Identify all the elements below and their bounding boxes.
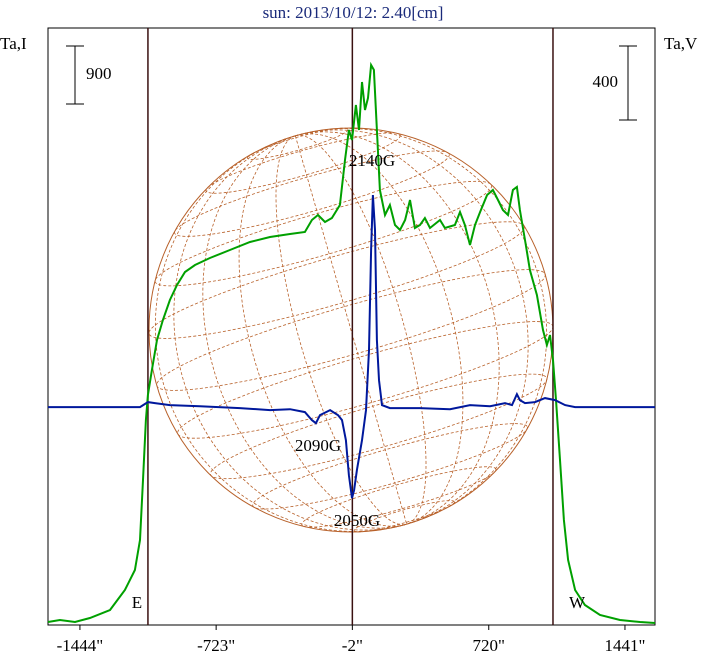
meridian-line: [295, 128, 548, 525]
data-line: [47, 61, 656, 624]
annotation: 2050G: [334, 511, 380, 530]
annotation: E: [132, 593, 142, 612]
meridian-line: [154, 135, 407, 532]
y-axis-label: Ta,I: [0, 34, 27, 53]
annotation: 2090G: [295, 436, 341, 455]
sun-disk: [148, 127, 554, 533]
x-tick-label: 1441": [604, 636, 645, 655]
latitude-line: [301, 466, 497, 528]
y2-axis-label: Ta,V: [664, 34, 698, 53]
plot-frame: [47, 27, 656, 626]
meridian-line: [275, 135, 407, 526]
annotation: W: [569, 593, 586, 612]
meridian-line: [202, 135, 407, 529]
latitude-line: [353, 500, 456, 533]
x-tick-label: -2": [342, 636, 363, 655]
meridian-line: [294, 135, 408, 525]
data-line: [48, 194, 655, 499]
annotation: 2140G: [349, 151, 395, 170]
chart-title: sun: 2013/10/12: 2.40[cm]: [263, 3, 444, 22]
meridian-line: [173, 135, 407, 531]
scale-bar-label: 900: [86, 64, 112, 83]
meridian-line: [295, 129, 529, 525]
x-tick-label: -1444": [57, 636, 104, 655]
scale-bar-label: 400: [593, 72, 619, 91]
latitude-line: [205, 132, 401, 194]
x-tick-label: 720": [473, 636, 505, 655]
sun-grid: [148, 127, 554, 533]
x-tick-label: -723": [197, 636, 235, 655]
meridian-line: [295, 131, 500, 525]
meridian-line: [295, 134, 427, 525]
